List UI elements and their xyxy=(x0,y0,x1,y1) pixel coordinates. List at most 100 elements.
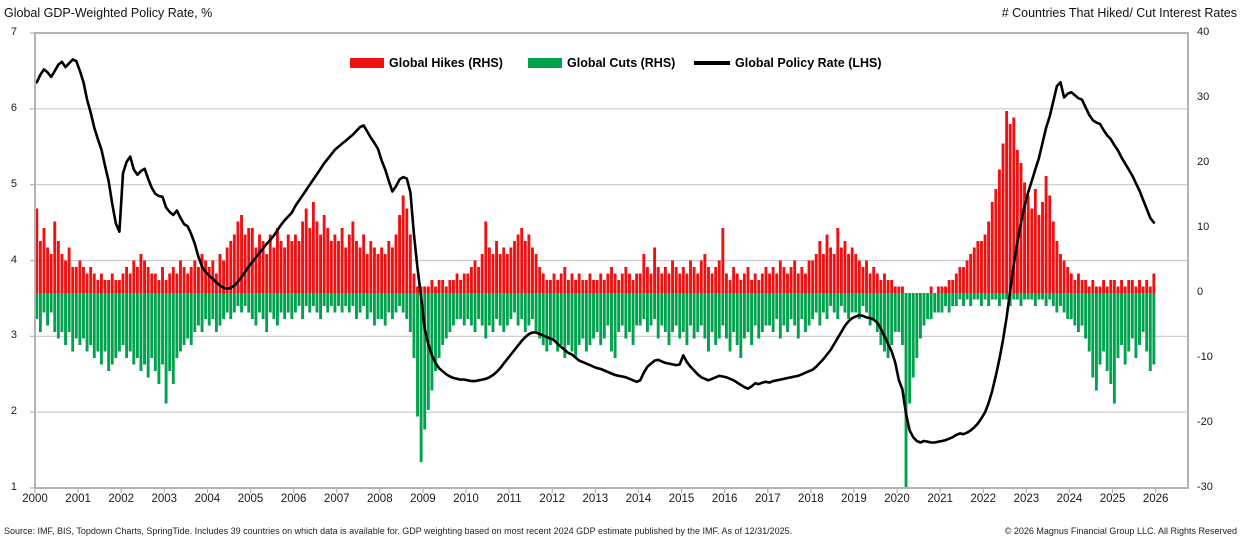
cut-bar xyxy=(1033,293,1037,306)
hike-bar xyxy=(434,286,437,293)
cut-bar xyxy=(355,293,358,319)
hike-bar xyxy=(186,273,190,293)
hike-bar xyxy=(893,286,897,293)
hike-bar xyxy=(1080,280,1084,293)
hike-bar xyxy=(516,234,520,293)
cut-bar xyxy=(505,293,509,326)
copyright-note: © 2026 Magnus Financial Group LLC. All R… xyxy=(1004,526,1237,536)
cut-bar xyxy=(258,293,261,313)
hike-bar xyxy=(947,280,951,293)
hike-bar xyxy=(358,247,362,293)
hike-bar xyxy=(161,267,164,293)
cut-bar xyxy=(333,293,337,313)
hike-bar xyxy=(1145,280,1149,293)
hike-bar xyxy=(308,228,312,293)
cut-bar xyxy=(556,293,560,352)
hike-bar xyxy=(552,273,556,293)
hike-bar xyxy=(340,228,344,293)
cut-bar xyxy=(1005,293,1009,300)
hike-bar xyxy=(333,234,337,293)
cut-bar xyxy=(890,293,894,345)
cut-bar xyxy=(254,293,258,326)
hike-bar xyxy=(92,273,96,293)
hike-bar xyxy=(355,241,358,293)
cut-bar xyxy=(85,293,89,352)
hike-bar xyxy=(1015,150,1019,293)
hike-bar xyxy=(811,260,815,293)
cut-bar xyxy=(128,293,132,352)
hike-bar xyxy=(883,273,886,293)
hike-bar xyxy=(114,280,118,293)
hike-bar xyxy=(351,221,355,293)
hike-bar xyxy=(1066,267,1070,293)
hike-bar xyxy=(592,280,595,293)
cut-bar xyxy=(53,293,57,332)
hike-bar xyxy=(416,286,419,293)
cut-bar xyxy=(570,293,574,352)
hike-bar xyxy=(1112,280,1116,293)
cut-bar xyxy=(1094,293,1098,391)
hike-bar xyxy=(96,280,100,293)
legend-label-cuts: Global Cuts (RHS) xyxy=(567,56,676,70)
hike-bar xyxy=(865,260,868,293)
cut-bar xyxy=(1123,293,1127,365)
hike-bar xyxy=(1037,215,1041,293)
cut-bar xyxy=(857,293,861,319)
hike-bar xyxy=(581,280,585,293)
cut-bar xyxy=(362,293,366,306)
hike-bar xyxy=(951,280,955,293)
hike-bar xyxy=(243,234,247,293)
cut-bar xyxy=(897,293,901,332)
hike-bar xyxy=(157,280,161,293)
hike-bar xyxy=(724,273,728,293)
cut-bar xyxy=(114,293,118,358)
cut-bar xyxy=(477,293,481,319)
cut-bar xyxy=(1069,293,1073,319)
cut-bar xyxy=(969,293,973,306)
hike-bar xyxy=(556,280,560,293)
hike-bar xyxy=(394,234,398,293)
hike-bar xyxy=(1026,195,1030,293)
hike-bar xyxy=(901,286,904,293)
cut-bar xyxy=(189,293,193,345)
hike-bar xyxy=(972,247,976,293)
hike-bar xyxy=(610,267,613,293)
cut-bar xyxy=(168,293,172,371)
hike-bar xyxy=(735,273,739,293)
hike-bar xyxy=(850,247,854,293)
hike-bar xyxy=(1084,280,1088,293)
hike-bar xyxy=(574,280,578,293)
cut-bar xyxy=(405,293,409,319)
hike-bar xyxy=(832,254,836,293)
hike-bar xyxy=(423,286,427,293)
hike-bar xyxy=(484,221,488,293)
cut-bar xyxy=(502,293,506,332)
cut-bar xyxy=(143,293,146,365)
hike-bar xyxy=(768,273,771,293)
hike-bar xyxy=(681,267,685,293)
cut-bar xyxy=(962,293,965,306)
cut-bar xyxy=(78,293,82,345)
hike-bar xyxy=(196,267,200,293)
hike-bar xyxy=(721,228,725,293)
cut-bar xyxy=(117,293,121,352)
hike-bar xyxy=(125,267,129,293)
cut-bar xyxy=(531,293,534,319)
hike-bar xyxy=(344,247,348,293)
legend-item-hikes: Global Hikes (RHS) xyxy=(350,55,503,71)
hike-bar xyxy=(301,221,305,293)
hike-bar xyxy=(843,241,847,293)
hike-bar xyxy=(175,273,179,293)
cut-bar xyxy=(196,293,200,326)
hike-bar xyxy=(689,260,692,293)
hike-bar xyxy=(699,260,703,293)
cut-bar xyxy=(566,293,570,345)
cut-bar xyxy=(38,293,42,332)
cut-bar xyxy=(1026,293,1030,300)
cut-bar xyxy=(933,293,937,313)
cut-bar xyxy=(527,293,531,326)
hike-bar xyxy=(143,260,146,293)
hike-bar xyxy=(994,189,998,293)
hike-bar xyxy=(64,260,67,293)
hike-bar xyxy=(441,280,445,293)
